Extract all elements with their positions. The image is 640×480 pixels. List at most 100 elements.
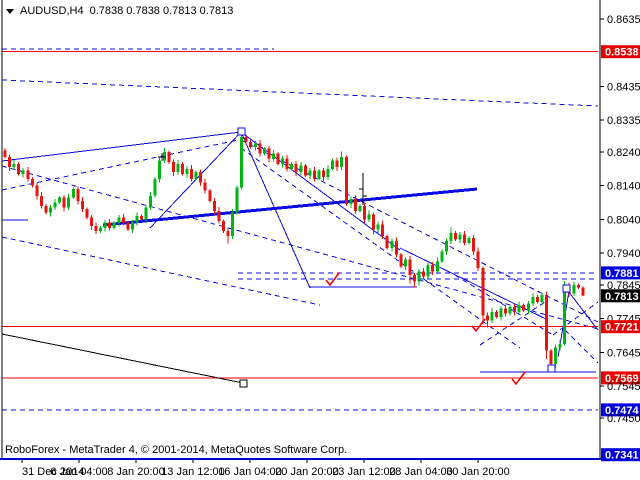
candlestick[interactable] — [240, 132, 244, 190]
candlestick[interactable] — [231, 208, 234, 239]
candlestick[interactable] — [285, 155, 289, 172]
candlestick[interactable] — [390, 238, 394, 252]
candlestick[interactable] — [180, 162, 184, 176]
candlestick[interactable] — [176, 160, 180, 175]
candlestick[interactable] — [558, 340, 562, 350]
candlestick[interactable] — [540, 292, 544, 306]
candlestick[interactable] — [526, 300, 530, 314]
candlestick[interactable] — [394, 237, 398, 258]
candlestick[interactable] — [463, 230, 466, 246]
candlestick[interactable] — [203, 178, 207, 194]
dashed-trendline[interactable] — [2, 79, 599, 107]
candlestick[interactable] — [44, 204, 48, 215]
candlestick[interactable] — [476, 247, 480, 271]
candlestick[interactable] — [271, 149, 275, 162]
candlestick[interactable] — [385, 234, 389, 250]
candlestick[interactable] — [244, 134, 248, 145]
candlestick[interactable] — [308, 167, 312, 180]
candlestick[interactable] — [531, 293, 535, 307]
candlestick[interactable] — [117, 214, 121, 227]
candlestick[interactable] — [485, 312, 489, 328]
candlestick[interactable] — [358, 204, 362, 213]
candlestick[interactable] — [126, 221, 130, 232]
candlestick[interactable] — [121, 213, 125, 226]
candlestick[interactable] — [453, 231, 457, 242]
candlestick[interactable] — [35, 182, 39, 200]
square-handle[interactable] — [547, 364, 556, 373]
candlestick[interactable] — [80, 197, 84, 212]
trendline[interactable] — [564, 286, 599, 331]
candlestick[interactable] — [322, 167, 325, 181]
candlestick[interactable] — [217, 207, 221, 224]
candlestick[interactable] — [312, 166, 316, 182]
dashed-trendline[interactable] — [552, 301, 599, 336]
candlestick[interactable] — [221, 219, 225, 233]
candlestick[interactable] — [39, 192, 43, 209]
candlestick[interactable] — [467, 236, 471, 245]
candlestick[interactable] — [153, 177, 157, 198]
candlestick[interactable] — [281, 156, 285, 168]
dashed-trendline[interactable] — [479, 301, 546, 346]
candlestick[interactable] — [508, 305, 512, 316]
candlestick[interactable] — [576, 283, 580, 290]
trendline[interactable] — [240, 131, 311, 289]
candlestick[interactable] — [458, 231, 462, 244]
candlestick[interactable] — [435, 257, 439, 275]
dashed-trendline[interactable] — [240, 147, 521, 349]
candlestick[interactable] — [335, 157, 339, 171]
candlestick[interactable] — [235, 185, 239, 215]
candlestick[interactable] — [399, 253, 403, 269]
candlestick[interactable] — [71, 187, 75, 200]
dashed-trendline[interactable] — [2, 139, 239, 191]
candlestick[interactable] — [572, 281, 576, 297]
candlestick[interactable] — [362, 203, 366, 224]
candlestick[interactable] — [426, 263, 430, 279]
candlestick[interactable] — [317, 168, 321, 181]
candlestick[interactable] — [85, 207, 89, 220]
candlestick[interactable] — [21, 167, 25, 178]
candlestick[interactable] — [103, 220, 107, 232]
candlestick[interactable] — [299, 161, 303, 175]
candlestick[interactable] — [472, 235, 476, 256]
candlestick[interactable] — [481, 266, 485, 325]
candlestick[interactable] — [417, 268, 421, 286]
square-handle[interactable] — [562, 284, 571, 293]
candlestick[interactable] — [431, 262, 435, 276]
candlestick[interactable] — [544, 291, 548, 360]
candlestick[interactable] — [504, 304, 507, 317]
candlestick[interactable] — [3, 147, 7, 159]
candlestick[interactable] — [372, 212, 376, 235]
candlestick[interactable] — [108, 218, 112, 231]
candlestick[interactable] — [258, 139, 262, 157]
candlestick[interactable] — [513, 304, 517, 316]
cross-marker[interactable] — [158, 153, 166, 161]
candlestick[interactable] — [62, 194, 66, 212]
candlestick[interactable] — [158, 157, 162, 183]
candlestick[interactable] — [262, 146, 266, 156]
candlestick[interactable] — [494, 310, 498, 319]
trendline[interactable] — [149, 131, 242, 229]
candlestick[interactable] — [199, 169, 203, 187]
candlestick[interactable] — [190, 165, 193, 182]
candlestick[interactable] — [58, 195, 62, 205]
candlestick[interactable] — [17, 162, 21, 176]
candlestick[interactable] — [135, 212, 139, 226]
candlestick[interactable] — [376, 221, 380, 234]
candlestick[interactable] — [549, 348, 553, 368]
candlestick[interactable] — [344, 155, 348, 206]
candlestick[interactable] — [294, 161, 298, 176]
candlestick[interactable] — [8, 154, 12, 171]
candlestick[interactable] — [290, 162, 294, 171]
thick-trendline[interactable] — [102, 187, 478, 227]
candlestick[interactable] — [422, 267, 426, 280]
candlestick[interactable] — [326, 165, 330, 180]
candlestick[interactable] — [140, 214, 143, 222]
dashed-trendline[interactable] — [2, 236, 321, 306]
candlestick[interactable] — [340, 151, 344, 170]
dashed-trendline[interactable] — [2, 165, 599, 330]
candlestick[interactable] — [30, 177, 34, 188]
candlestick[interactable] — [490, 308, 494, 324]
candlestick[interactable] — [90, 214, 93, 230]
